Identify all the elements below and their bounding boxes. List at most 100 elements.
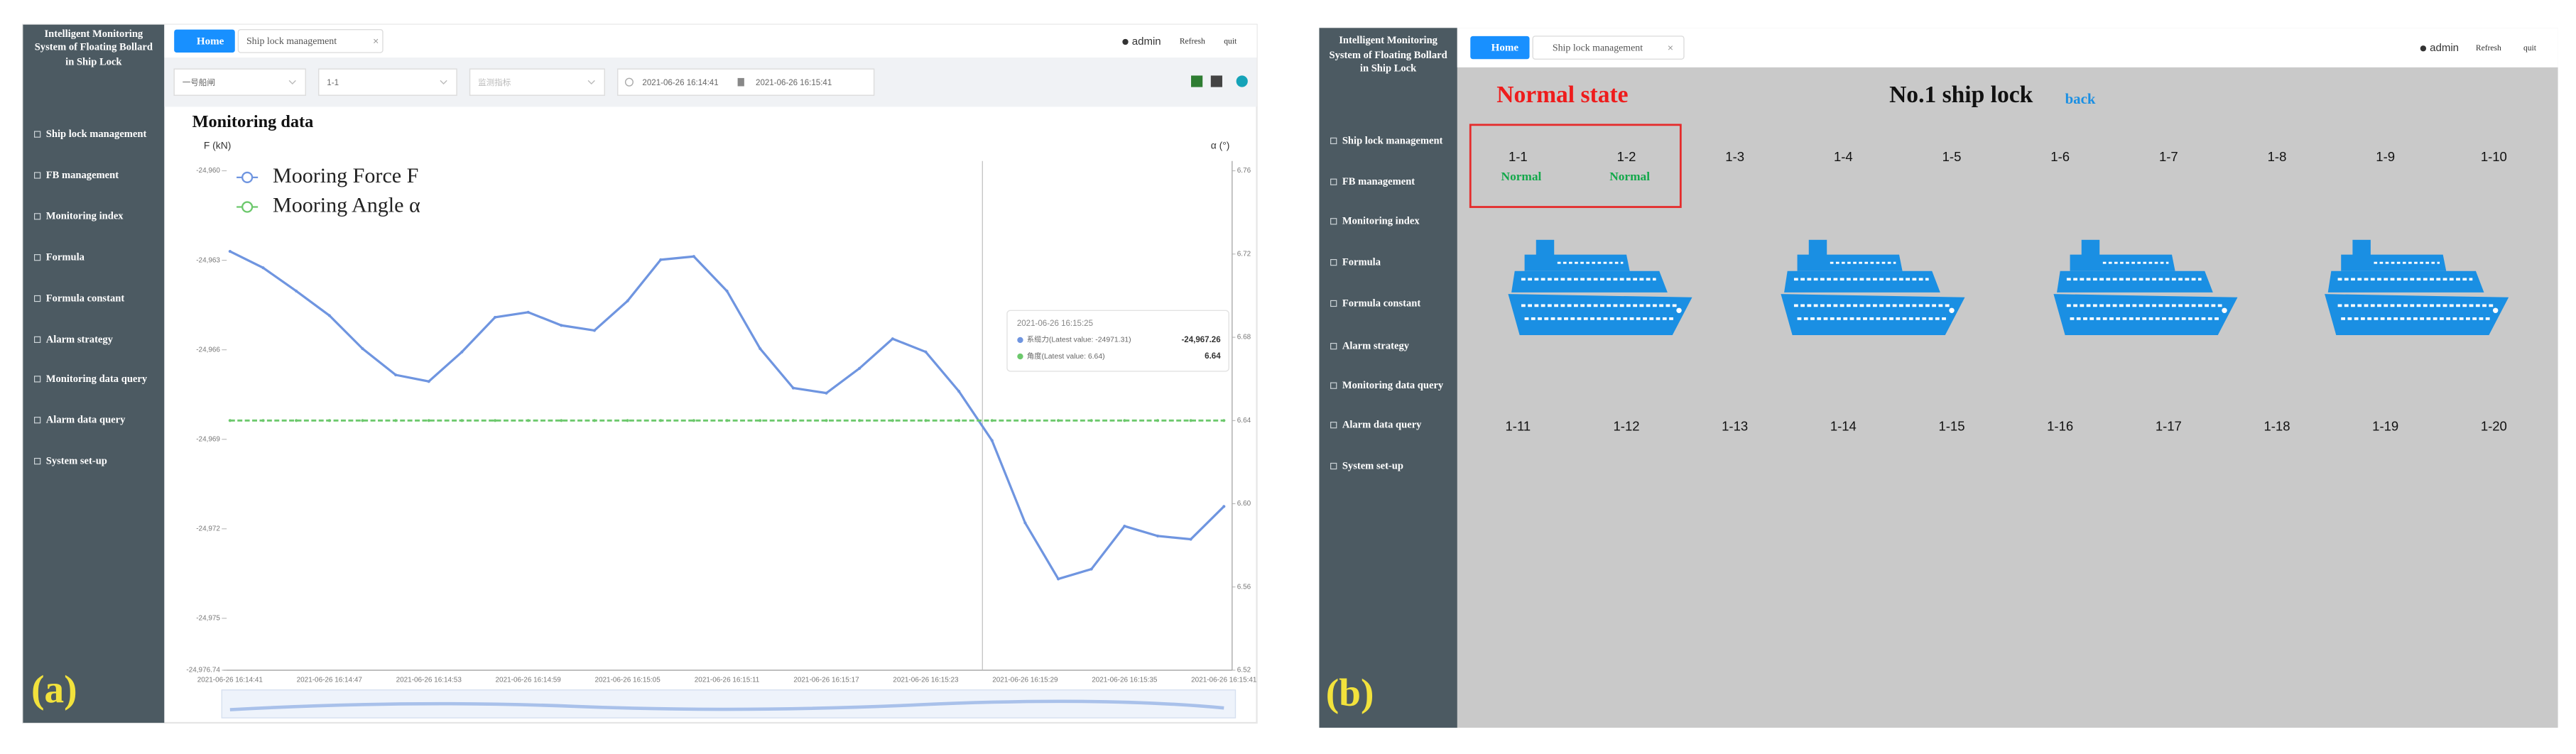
- lock-id[interactable]: 1-10: [2481, 149, 2507, 164]
- data-point: [858, 366, 862, 370]
- table-icon[interactable]: [1210, 75, 1222, 87]
- y-tick-label: -24,963: [196, 256, 220, 264]
- refresh-icon[interactable]: [1236, 75, 1248, 87]
- lock-id[interactable]: 1-3: [1725, 149, 1744, 164]
- lock-id[interactable]: 1-12: [1613, 418, 1639, 433]
- app-title: in Ship Lock: [1360, 63, 1417, 75]
- menu-icon: [33, 336, 41, 343]
- menu-item[interactable]: System set-up: [46, 455, 107, 466]
- lock-id[interactable]: 1-2: [1617, 149, 1636, 164]
- refresh[interactable]: Refresh: [2476, 43, 2501, 53]
- menu-item[interactable]: System set-up: [1342, 460, 1403, 471]
- y2-tick-label: 6.76: [1237, 167, 1251, 175]
- menu-icon: [33, 172, 41, 179]
- date-end[interactable]: 2021-06-26 16:15:41: [756, 79, 832, 87]
- lock-id[interactable]: 1-18: [2263, 418, 2290, 433]
- panel-b: [1319, 28, 2558, 728]
- menu-item[interactable]: Monitoring index: [46, 211, 124, 222]
- data-point: [957, 390, 961, 393]
- data-point: [228, 249, 232, 253]
- data-point: [393, 419, 398, 422]
- tab-close[interactable]: ×: [373, 35, 379, 47]
- lock-id[interactable]: 1-17: [2156, 418, 2182, 433]
- tab-label[interactable]: Ship lock management: [1553, 43, 1643, 53]
- sidebar: [1319, 28, 1457, 728]
- lock-id[interactable]: 1-4: [1834, 149, 1853, 164]
- export-icon[interactable]: [1191, 75, 1203, 87]
- quit[interactable]: quit: [2523, 43, 2537, 53]
- lock-id[interactable]: 1-1: [1509, 149, 1528, 164]
- menu-item[interactable]: Monitoring data query: [1342, 380, 1444, 391]
- user[interactable]: admin: [1132, 35, 1161, 48]
- y2-tick-label: 6.56: [1237, 583, 1251, 591]
- menu-item[interactable]: FB management: [1342, 176, 1415, 187]
- menu-item[interactable]: Alarm data query: [46, 415, 126, 426]
- data-point: [858, 419, 862, 422]
- lock-id[interactable]: 1-6: [2050, 149, 2070, 164]
- menu-item[interactable]: Formula: [1342, 257, 1381, 268]
- filter-select[interactable]: [173, 68, 306, 96]
- menu-item[interactable]: FB management: [46, 170, 119, 181]
- data-point: [1222, 505, 1226, 508]
- date-start[interactable]: 2021-06-26 16:14:41: [642, 79, 718, 87]
- tooltip-name: 系缆力(Latest value: -24971.31): [1027, 335, 1131, 344]
- filter-select[interactable]: [469, 68, 605, 96]
- menu-item[interactable]: Alarm strategy: [1342, 341, 1410, 352]
- menu-item[interactable]: Formula constant: [1342, 297, 1421, 309]
- date-range[interactable]: [617, 68, 875, 96]
- data-point: [361, 419, 364, 422]
- lock-id[interactable]: 1-14: [1830, 418, 1857, 433]
- tab-label[interactable]: Ship lock management: [246, 36, 337, 47]
- data-point: [560, 324, 563, 327]
- x-tick-label: 2021-06-26 16:14:53: [396, 677, 462, 684]
- data-point: [1189, 537, 1192, 541]
- lock-id[interactable]: 1-16: [2047, 418, 2073, 433]
- legend-label[interactable]: Mooring Angle α: [273, 192, 420, 217]
- menu-item[interactable]: Monitoring data query: [46, 373, 148, 385]
- lock-id[interactable]: 1-15: [1938, 418, 1964, 433]
- home-tab[interactable]: [1470, 35, 1530, 60]
- section-title: Monitoring data: [192, 112, 314, 131]
- tab[interactable]: [1532, 35, 1685, 60]
- app-title: Intelligent Monitoring: [1339, 35, 1438, 46]
- filter-value[interactable]: 1-1: [327, 79, 339, 87]
- data-point: [891, 337, 894, 341]
- menu-item[interactable]: Formula: [46, 252, 85, 263]
- lock-id[interactable]: 1-13: [1722, 418, 1748, 433]
- home-tab[interactable]: [174, 29, 235, 53]
- menu-item[interactable]: Ship lock management: [46, 129, 147, 140]
- data-point: [295, 419, 298, 422]
- filter-value[interactable]: 一号船闸: [183, 77, 215, 87]
- menu-item[interactable]: Alarm data query: [1342, 420, 1422, 431]
- quit[interactable]: quit: [1224, 37, 1237, 46]
- menu-item[interactable]: Formula constant: [46, 293, 125, 304]
- filter-value[interactable]: 监测指标: [478, 77, 511, 87]
- data-point: [725, 289, 729, 293]
- lock-id[interactable]: 1-5: [1942, 149, 1962, 164]
- lock-id[interactable]: 1-9: [2376, 149, 2395, 164]
- filter-select[interactable]: [318, 68, 457, 96]
- lock-status: Normal: [1609, 170, 1650, 183]
- user[interactable]: admin: [2430, 42, 2459, 54]
- tooltip-time: 2021-06-26 16:15:25: [1017, 319, 1093, 328]
- refresh[interactable]: Refresh: [1180, 37, 1205, 46]
- lock-id[interactable]: 1-19: [2372, 418, 2398, 433]
- home-tab-label[interactable]: Home: [1491, 43, 1519, 54]
- lock-id[interactable]: 1-20: [2481, 418, 2507, 433]
- home-tab-label[interactable]: Home: [197, 35, 224, 47]
- data-point: [725, 419, 729, 422]
- tab-close[interactable]: ×: [1668, 42, 1673, 53]
- menu-item[interactable]: Alarm strategy: [46, 334, 114, 345]
- lock-id[interactable]: 1-11: [1506, 418, 1531, 433]
- tooltip-dot: [1017, 353, 1023, 360]
- back-link[interactable]: back: [2065, 90, 2096, 107]
- lock-id[interactable]: 1-8: [2268, 149, 2287, 164]
- menu-item[interactable]: Ship lock management: [1342, 135, 1443, 146]
- app-title: Intelligent Monitoring: [44, 28, 143, 40]
- lock-id[interactable]: 1-7: [2159, 149, 2178, 164]
- legend-label[interactable]: Mooring Force F: [273, 163, 418, 187]
- data-point: [295, 289, 298, 293]
- zoom-preview: [229, 699, 1224, 711]
- menu-item[interactable]: Monitoring index: [1342, 216, 1420, 227]
- tab[interactable]: [237, 28, 384, 53]
